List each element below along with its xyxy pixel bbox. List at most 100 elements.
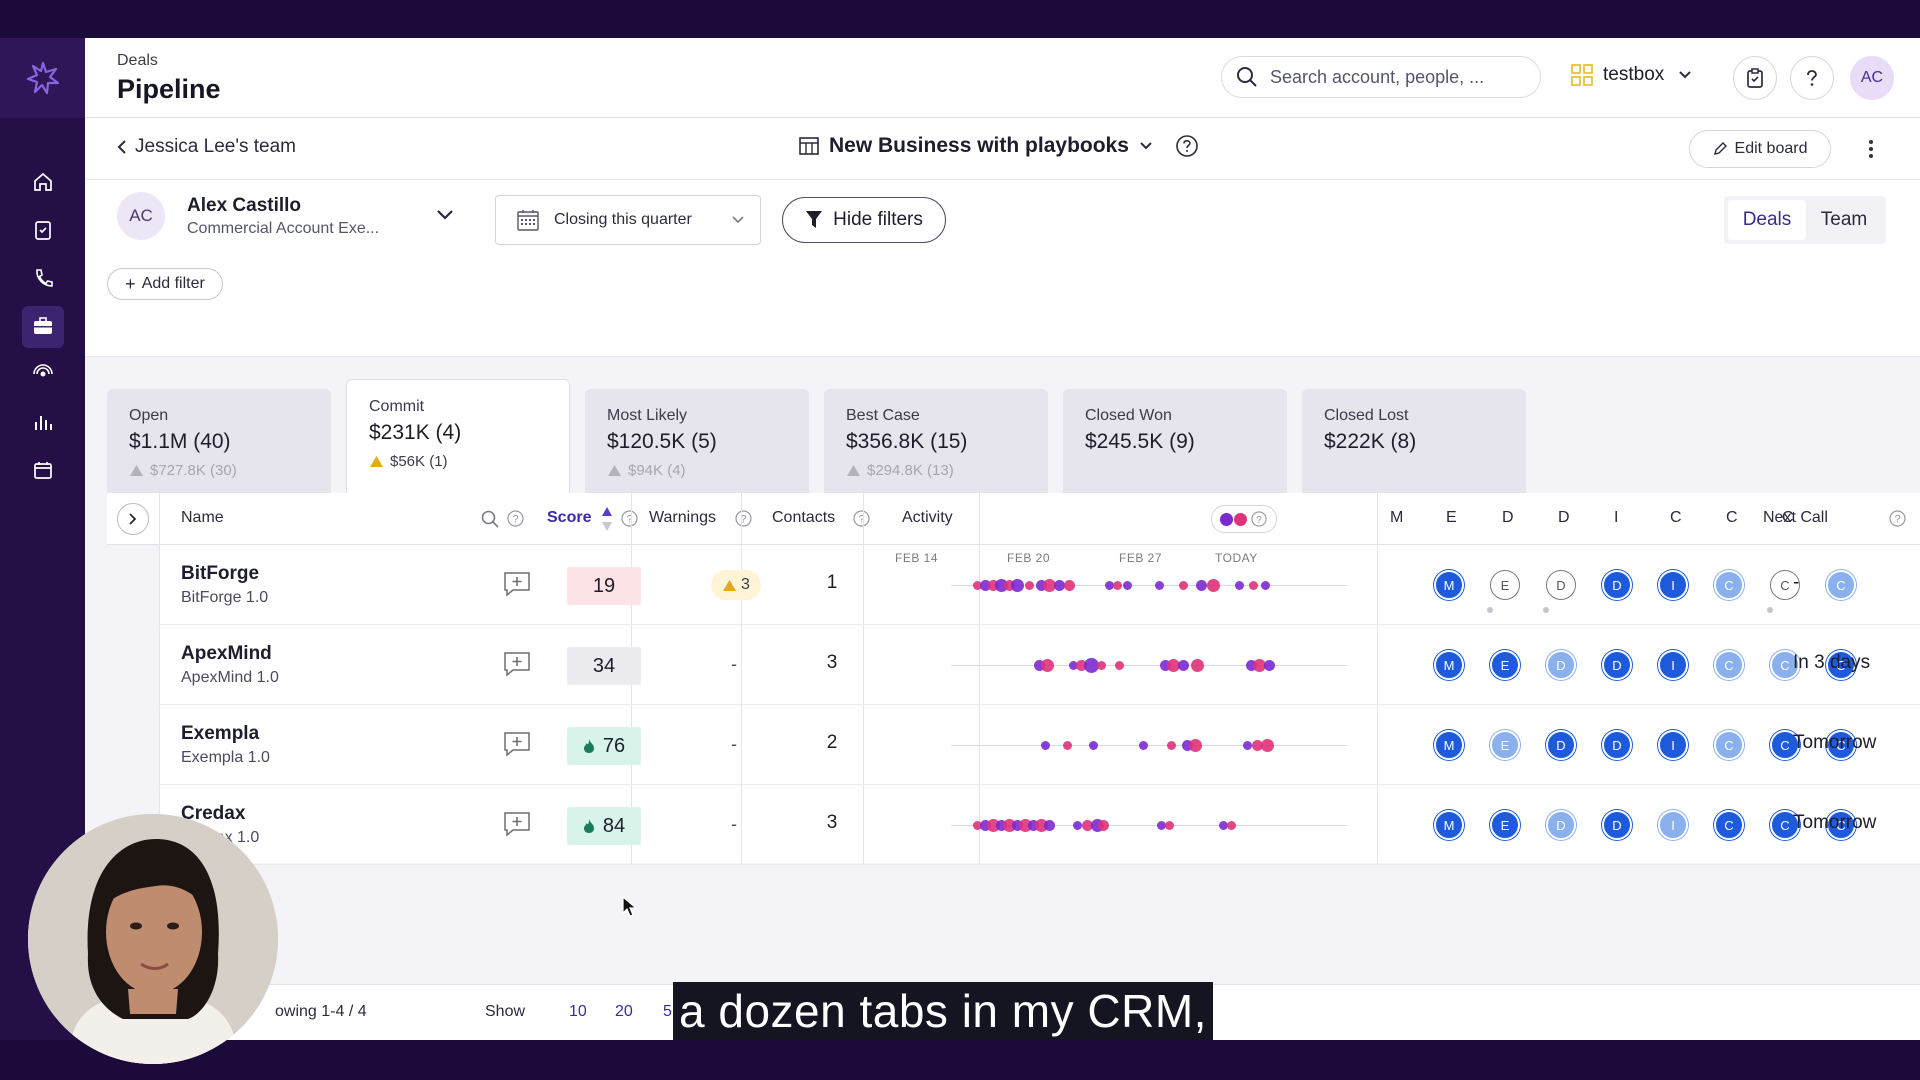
meddicc-status-circle[interactable]: C	[1770, 650, 1800, 680]
col-meddicc-letter[interactable]: D	[1558, 509, 1570, 526]
page-size-50[interactable]: 5	[663, 1003, 672, 1020]
sort-icon[interactable]	[601, 506, 613, 532]
meddicc-status-circle[interactable]: E	[1490, 570, 1520, 600]
meddicc-status-circle[interactable]: D	[1546, 810, 1576, 840]
help-button[interactable]	[1790, 56, 1834, 100]
meddicc-status-circle[interactable]: D	[1602, 570, 1632, 600]
table-row[interactable]: Exempla Exempla 1.0 76-2 M E D D I C C C Tomorrow	[159, 705, 1920, 785]
analytics-icon[interactable]	[0, 398, 85, 446]
org-switcher[interactable]: testbox	[1571, 64, 1692, 86]
home-icon[interactable]	[0, 158, 85, 206]
col-meddicc-letter[interactable]: I	[1614, 509, 1619, 526]
stage-card[interactable]: Open $1.1M (40) $727.8K (30)	[107, 389, 331, 493]
stage-card[interactable]: Best Case $356.8K (15) $294.8K (13)	[824, 389, 1048, 493]
meddicc-status-circle[interactable]: I	[1658, 810, 1688, 840]
meddicc-status-circle[interactable]: I	[1658, 730, 1688, 760]
stage-card[interactable]: Most Likely $120.5K (5) $94K (4)	[585, 389, 809, 493]
meddicc-status-circle[interactable]: C	[1714, 730, 1744, 760]
meddicc-status-circle[interactable]: M	[1434, 570, 1464, 600]
chevron-down-icon[interactable]	[435, 208, 455, 222]
search-input[interactable]: Search account, people, ...	[1221, 56, 1541, 98]
meddicc-status-circle[interactable]: C	[1826, 650, 1856, 680]
activity-legend-toggle[interactable]: ?	[1211, 505, 1277, 533]
help-circle-icon[interactable]: ?	[853, 510, 870, 527]
tasks-icon[interactable]	[0, 206, 85, 254]
add-note-icon[interactable]	[503, 651, 531, 677]
col-meddicc-letter[interactable]: C	[1670, 509, 1682, 526]
help-circle-icon[interactable]	[1175, 134, 1199, 158]
table-row[interactable]: BitForge BitForge 1.0 19 3 1 M E D D I C C C -	[159, 545, 1920, 625]
add-note-icon[interactable]	[503, 731, 531, 757]
user-avatar[interactable]: AC	[1850, 56, 1894, 100]
back-link[interactable]: Jessica Lee's team	[117, 136, 296, 158]
col-meddicc-letter[interactable]: E	[1446, 509, 1457, 526]
meddicc-status-circle[interactable]: C	[1770, 570, 1800, 600]
search-icon[interactable]	[481, 510, 499, 528]
meddicc-status-circle[interactable]: D	[1602, 730, 1632, 760]
clipboard-button[interactable]	[1733, 56, 1777, 100]
col-next-call[interactable]: Next Call	[1763, 509, 1828, 526]
brand-logo-icon[interactable]	[0, 38, 85, 118]
board-selector[interactable]: New Business with playbooks	[799, 134, 1199, 158]
col-meddicc-letter[interactable]: M	[1390, 509, 1404, 526]
meddicc-status-circle[interactable]: C	[1826, 810, 1856, 840]
col-meddicc-letter[interactable]: C	[1726, 509, 1738, 526]
meddicc-status-circle[interactable]: E	[1490, 650, 1520, 680]
hide-filters-button[interactable]: Hide filters	[782, 197, 946, 243]
meddicc-status-circle[interactable]: C	[1826, 570, 1856, 600]
meddicc-status-circle[interactable]: D	[1602, 650, 1632, 680]
stage-card[interactable]: Commit $231K (4) $56K (1)	[346, 379, 570, 493]
meddicc-status-circle[interactable]: C	[1770, 810, 1800, 840]
edit-board-button[interactable]: Edit board	[1689, 130, 1831, 168]
person-selector[interactable]: AC Alex Castillo Commercial Account Exe.…	[117, 192, 379, 240]
page-size-20[interactable]: 20	[615, 1003, 633, 1020]
help-circle-icon[interactable]: ?	[1889, 510, 1906, 527]
col-warnings[interactable]: Warnings	[649, 509, 716, 526]
help-circle-icon[interactable]: ?	[507, 510, 524, 527]
col-name[interactable]: Name	[181, 509, 224, 526]
calendar-icon[interactable]	[0, 446, 85, 494]
deal-name[interactable]: BitForge	[181, 563, 260, 584]
deal-name[interactable]: ApexMind	[181, 643, 272, 664]
meddicc-status-circle[interactable]: M	[1434, 810, 1464, 840]
stage-card[interactable]: Closed Lost $222K (8)	[1302, 389, 1526, 493]
meddicc-status-circle[interactable]: E	[1490, 730, 1520, 760]
meddicc-status-circle[interactable]: C	[1714, 650, 1744, 680]
add-note-icon[interactable]	[503, 811, 531, 837]
deal-name[interactable]: Credax	[181, 803, 246, 824]
page-size-10[interactable]: 10	[569, 1003, 587, 1020]
stage-card[interactable]: Closed Won $245.5K (9)	[1063, 389, 1287, 493]
meddicc-status-circle[interactable]: C	[1714, 570, 1744, 600]
table-row[interactable]: ApexMind ApexMind 1.0 34-3 M E D D I C C C In 3 day…	[159, 625, 1920, 705]
signals-icon[interactable]	[0, 350, 85, 398]
more-options-icon[interactable]	[1861, 136, 1881, 162]
period-dropdown[interactable]: Closing this quarter	[495, 195, 761, 245]
help-circle-icon[interactable]: ?	[735, 510, 752, 527]
meddicc-status-circle[interactable]: D	[1546, 730, 1576, 760]
tab-team[interactable]: Team	[1820, 209, 1868, 230]
col-activity[interactable]: Activity	[902, 509, 953, 526]
warning-badge[interactable]: 3	[711, 570, 761, 600]
meddicc-status-circle[interactable]: C	[1826, 730, 1856, 760]
meddicc-status-circle[interactable]: I	[1658, 570, 1688, 600]
meddicc-status-circle[interactable]: M	[1434, 730, 1464, 760]
meddicc-status-circle[interactable]: I	[1658, 650, 1688, 680]
deal-name[interactable]: Exempla	[181, 723, 260, 744]
add-filter-button[interactable]: + Add filter	[107, 268, 223, 300]
col-contacts[interactable]: Contacts	[772, 509, 836, 526]
meddicc-status-circle[interactable]: D	[1546, 650, 1576, 680]
meddicc-status-circle[interactable]: D	[1546, 570, 1576, 600]
meddicc-status-circle[interactable]: C	[1770, 730, 1800, 760]
expand-button[interactable]	[117, 503, 149, 535]
meddicc-status-circle[interactable]: C	[1714, 810, 1744, 840]
deals-briefcase-icon[interactable]	[0, 302, 85, 350]
tab-deals[interactable]: Deals	[1728, 200, 1806, 240]
meddicc-status-circle[interactable]: D	[1602, 810, 1632, 840]
col-meddicc-letter[interactable]: D	[1502, 509, 1514, 526]
col-score[interactable]: Score	[547, 509, 592, 526]
col-meddicc-letter[interactable]: C	[1782, 509, 1794, 526]
meddicc-status-circle[interactable]: E	[1490, 810, 1520, 840]
meddicc-status-circle[interactable]: M	[1434, 650, 1464, 680]
phone-icon[interactable]	[0, 254, 85, 302]
